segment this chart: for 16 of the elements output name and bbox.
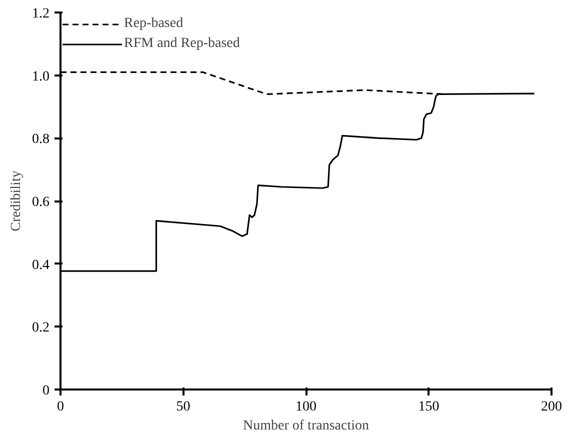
y-tick-label: 1.0 (32, 69, 50, 84)
y-tick-label: 0.8 (32, 132, 50, 148)
x-tick-label: 150 (418, 400, 440, 414)
y-tick-label: 0.4 (32, 258, 50, 273)
y-tick-label: 0 (42, 384, 50, 398)
legend-label: RFM and Rep-based (124, 36, 240, 52)
y-tick-label: 0.2 (32, 320, 50, 336)
y-axis-title: Credibility (9, 170, 24, 232)
y-tick-label: 1.2 (32, 6, 50, 22)
x-tick-label: 0 (57, 400, 64, 414)
y-tick-label: 0.6 (32, 195, 50, 210)
x-tick-label: 100 (296, 400, 316, 414)
legend-label: Rep-based (124, 16, 184, 32)
x-tick-label: 200 (541, 400, 562, 414)
x-axis-title: Number of transaction (243, 418, 369, 434)
x-tick-label: 50 (176, 400, 190, 414)
